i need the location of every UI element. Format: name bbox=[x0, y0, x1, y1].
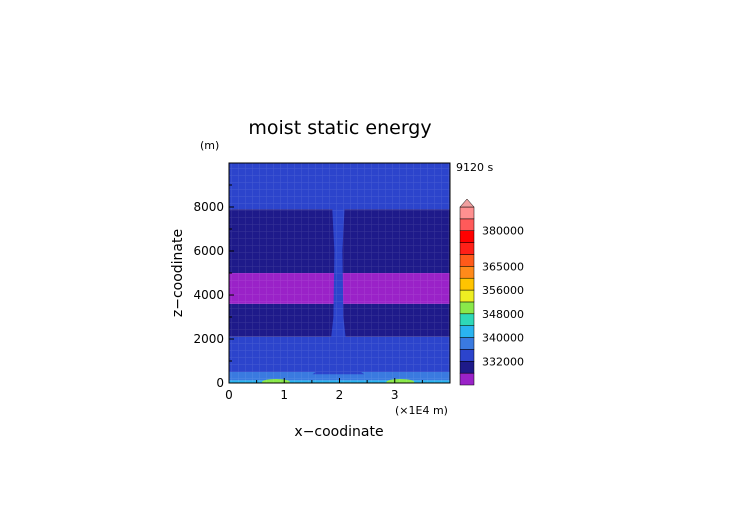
y-tick-label-4: 8000 bbox=[193, 200, 224, 214]
colorbar-swatch-9 bbox=[459, 266, 475, 279]
colorbar-label-2: 348000 bbox=[482, 308, 524, 321]
colorbar-swatch-0 bbox=[459, 372, 475, 386]
x-unit-label: (×1E4 m) bbox=[395, 404, 448, 417]
colorbar-swatch-5 bbox=[459, 313, 475, 326]
plot-grid-texture bbox=[229, 163, 450, 383]
x-tick-label-1: 1 bbox=[280, 388, 288, 402]
colorbar-swatch-14 bbox=[459, 206, 475, 220]
colorbar-swatch-13 bbox=[459, 218, 475, 231]
x-tick-label-0: 0 bbox=[225, 388, 233, 402]
x-axis: 0 1 2 3 bbox=[225, 378, 423, 402]
colorbar-swatch-12 bbox=[459, 230, 475, 243]
colorbar-swatch-6 bbox=[459, 301, 475, 315]
x-tick-label-2: 2 bbox=[336, 388, 344, 402]
y-tick-label-1: 2000 bbox=[193, 332, 224, 346]
y-axis-label: z−coodinate bbox=[170, 229, 186, 317]
x-tick-label-3: 3 bbox=[391, 388, 399, 402]
y-unit-label: (m) bbox=[200, 139, 219, 152]
colorbar-extend-arrow bbox=[459, 198, 475, 208]
colorbar-label-1: 340000 bbox=[482, 332, 524, 345]
colorbar-swatch-11 bbox=[459, 242, 475, 255]
colorbar-swatch-3 bbox=[459, 337, 475, 350]
colorbar-swatch-8 bbox=[459, 277, 475, 291]
colorbar-swatch-7 bbox=[459, 289, 475, 303]
colorbar-swatch-4 bbox=[459, 325, 475, 338]
colorbar: 332000 340000 348000 356000 365000 380000 bbox=[459, 198, 524, 386]
x-axis-label: x−coodinate bbox=[294, 424, 383, 440]
colorbar-label-3: 356000 bbox=[482, 284, 524, 297]
colorbar-swatch-10 bbox=[459, 254, 475, 267]
y-tick-label-2: 4000 bbox=[193, 288, 224, 302]
y-tick-label-0: 0 bbox=[216, 376, 224, 390]
colorbar-swatch-1 bbox=[459, 361, 475, 374]
y-axis: 0 2000 4000 6000 8000 bbox=[193, 184, 234, 390]
colorbar-label-0: 332000 bbox=[482, 355, 524, 368]
colorbar-label-4: 365000 bbox=[482, 260, 524, 273]
y-tick-label-3: 6000 bbox=[193, 244, 224, 258]
time-label: 9120 s bbox=[456, 161, 493, 174]
colorbar-label-5: 380000 bbox=[482, 225, 524, 238]
colorbar-swatch-2 bbox=[459, 349, 475, 362]
chart-title: moist static energy bbox=[248, 117, 431, 139]
